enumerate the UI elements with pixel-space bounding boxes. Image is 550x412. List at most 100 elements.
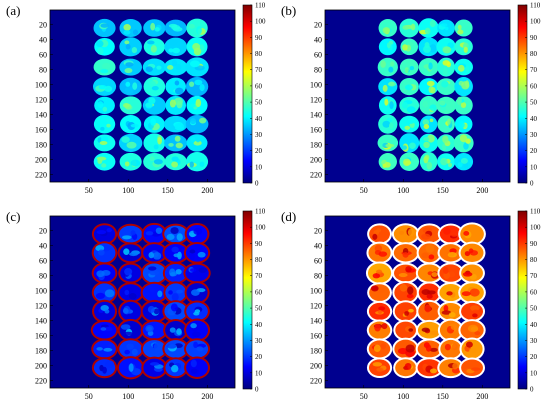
panel-label-d: (d) (281, 209, 297, 224)
seed (143, 133, 166, 153)
y-tick-label: 120 (310, 95, 322, 104)
colorbar-tick-label: 100 (530, 18, 541, 26)
seed-texture (468, 248, 474, 254)
seed-texture (423, 45, 431, 53)
seed-texture (171, 161, 179, 168)
seed-texture (388, 122, 394, 130)
seed-texture (104, 326, 113, 332)
seed-texture (148, 80, 156, 88)
seed-texture (465, 26, 472, 34)
seed-texture (450, 232, 458, 237)
seed-texture (404, 160, 412, 166)
colorbar-tick-label: 40 (530, 321, 538, 329)
y-tick-label: 120 (35, 95, 47, 104)
seed-texture (150, 22, 156, 31)
seed-texture (440, 23, 448, 27)
colorbar-tick-label: 30 (255, 131, 263, 139)
y-tick-label: 160 (310, 331, 322, 340)
seed-texture (191, 289, 200, 296)
seed-texture (106, 227, 112, 233)
seed-texture (104, 289, 115, 298)
panel-label-b: (b) (281, 3, 297, 18)
seed-texture (173, 253, 181, 258)
seed-texture (389, 101, 394, 109)
seed-texture (386, 117, 393, 123)
colorbar-tick-label: 30 (530, 131, 538, 139)
seed (461, 302, 484, 320)
seed-texture (154, 27, 160, 32)
seed-texture (460, 102, 467, 108)
colorbar-tick-label: 20 (255, 353, 263, 361)
seed-texture (175, 142, 183, 149)
panel-d: 20 40 60 80 100 120 140 160 180 200 220 50 100 150 200… (275, 206, 550, 412)
seed-texture (190, 323, 197, 329)
seed-texture (450, 323, 458, 331)
colorbar-tick-label: 10 (530, 369, 538, 377)
colorbar (517, 210, 528, 390)
seed-texture (401, 88, 408, 93)
seed (419, 152, 438, 172)
seed-texture (97, 157, 103, 165)
seed-texture (193, 311, 200, 316)
seed-texture (156, 65, 162, 70)
seed-texture (465, 65, 470, 73)
seed-texture (190, 268, 197, 272)
seed-texture (444, 26, 449, 31)
seed-texture (189, 81, 195, 87)
seed-texture (167, 64, 174, 70)
seed-texture (189, 161, 194, 168)
seed-texture (428, 62, 433, 70)
seed-texture (423, 123, 430, 130)
seed-texture (192, 331, 201, 338)
seed-texture (166, 233, 175, 241)
seed-texture (169, 99, 176, 108)
y-tick-label: 160 (35, 331, 47, 340)
seed-texture (100, 23, 109, 28)
seed-texture (194, 79, 203, 86)
seed-texture (378, 251, 388, 257)
seed-texture (145, 324, 154, 333)
seed-texture (175, 64, 182, 71)
seed-texture (409, 142, 416, 149)
seed-texture (377, 309, 383, 314)
seed-texture (153, 308, 160, 315)
seed-texture (401, 145, 407, 150)
seed-texture (461, 291, 471, 297)
seed-texture (95, 292, 105, 300)
seed-texture (105, 360, 115, 368)
seed (377, 57, 398, 77)
seed-texture (107, 344, 113, 348)
seed-texture (101, 245, 111, 252)
seed-texture (457, 161, 463, 168)
seed (378, 78, 398, 96)
seed-texture (461, 81, 470, 90)
seed (378, 96, 397, 115)
seed-texture (131, 46, 138, 54)
y-tick-label: 160 (35, 125, 47, 134)
seed-texture (425, 244, 435, 253)
seed-texture (101, 62, 111, 70)
seed-texture (168, 48, 174, 53)
seed (142, 283, 167, 302)
y-tick-label: 140 (35, 110, 47, 119)
y-tick-label: 140 (310, 316, 322, 325)
seed-texture (126, 141, 137, 149)
y-tick-label: 140 (35, 316, 47, 325)
seed-texture (168, 290, 173, 295)
seed-texture (405, 266, 412, 273)
seed-texture (407, 286, 414, 295)
y-tick-label: 100 (310, 80, 322, 89)
seed-texture (189, 103, 196, 108)
seed-texture (170, 303, 178, 312)
seed-texture (474, 331, 481, 336)
seed (164, 243, 187, 262)
y-tick-label: 180 (35, 346, 47, 355)
colorbar-tick-label: 40 (530, 115, 538, 123)
seed-texture (103, 347, 113, 352)
seed-texture (174, 135, 181, 142)
seed-texture (429, 118, 434, 123)
seed-texture (130, 123, 139, 128)
seed-texture (469, 348, 477, 354)
seed-texture (176, 233, 183, 241)
